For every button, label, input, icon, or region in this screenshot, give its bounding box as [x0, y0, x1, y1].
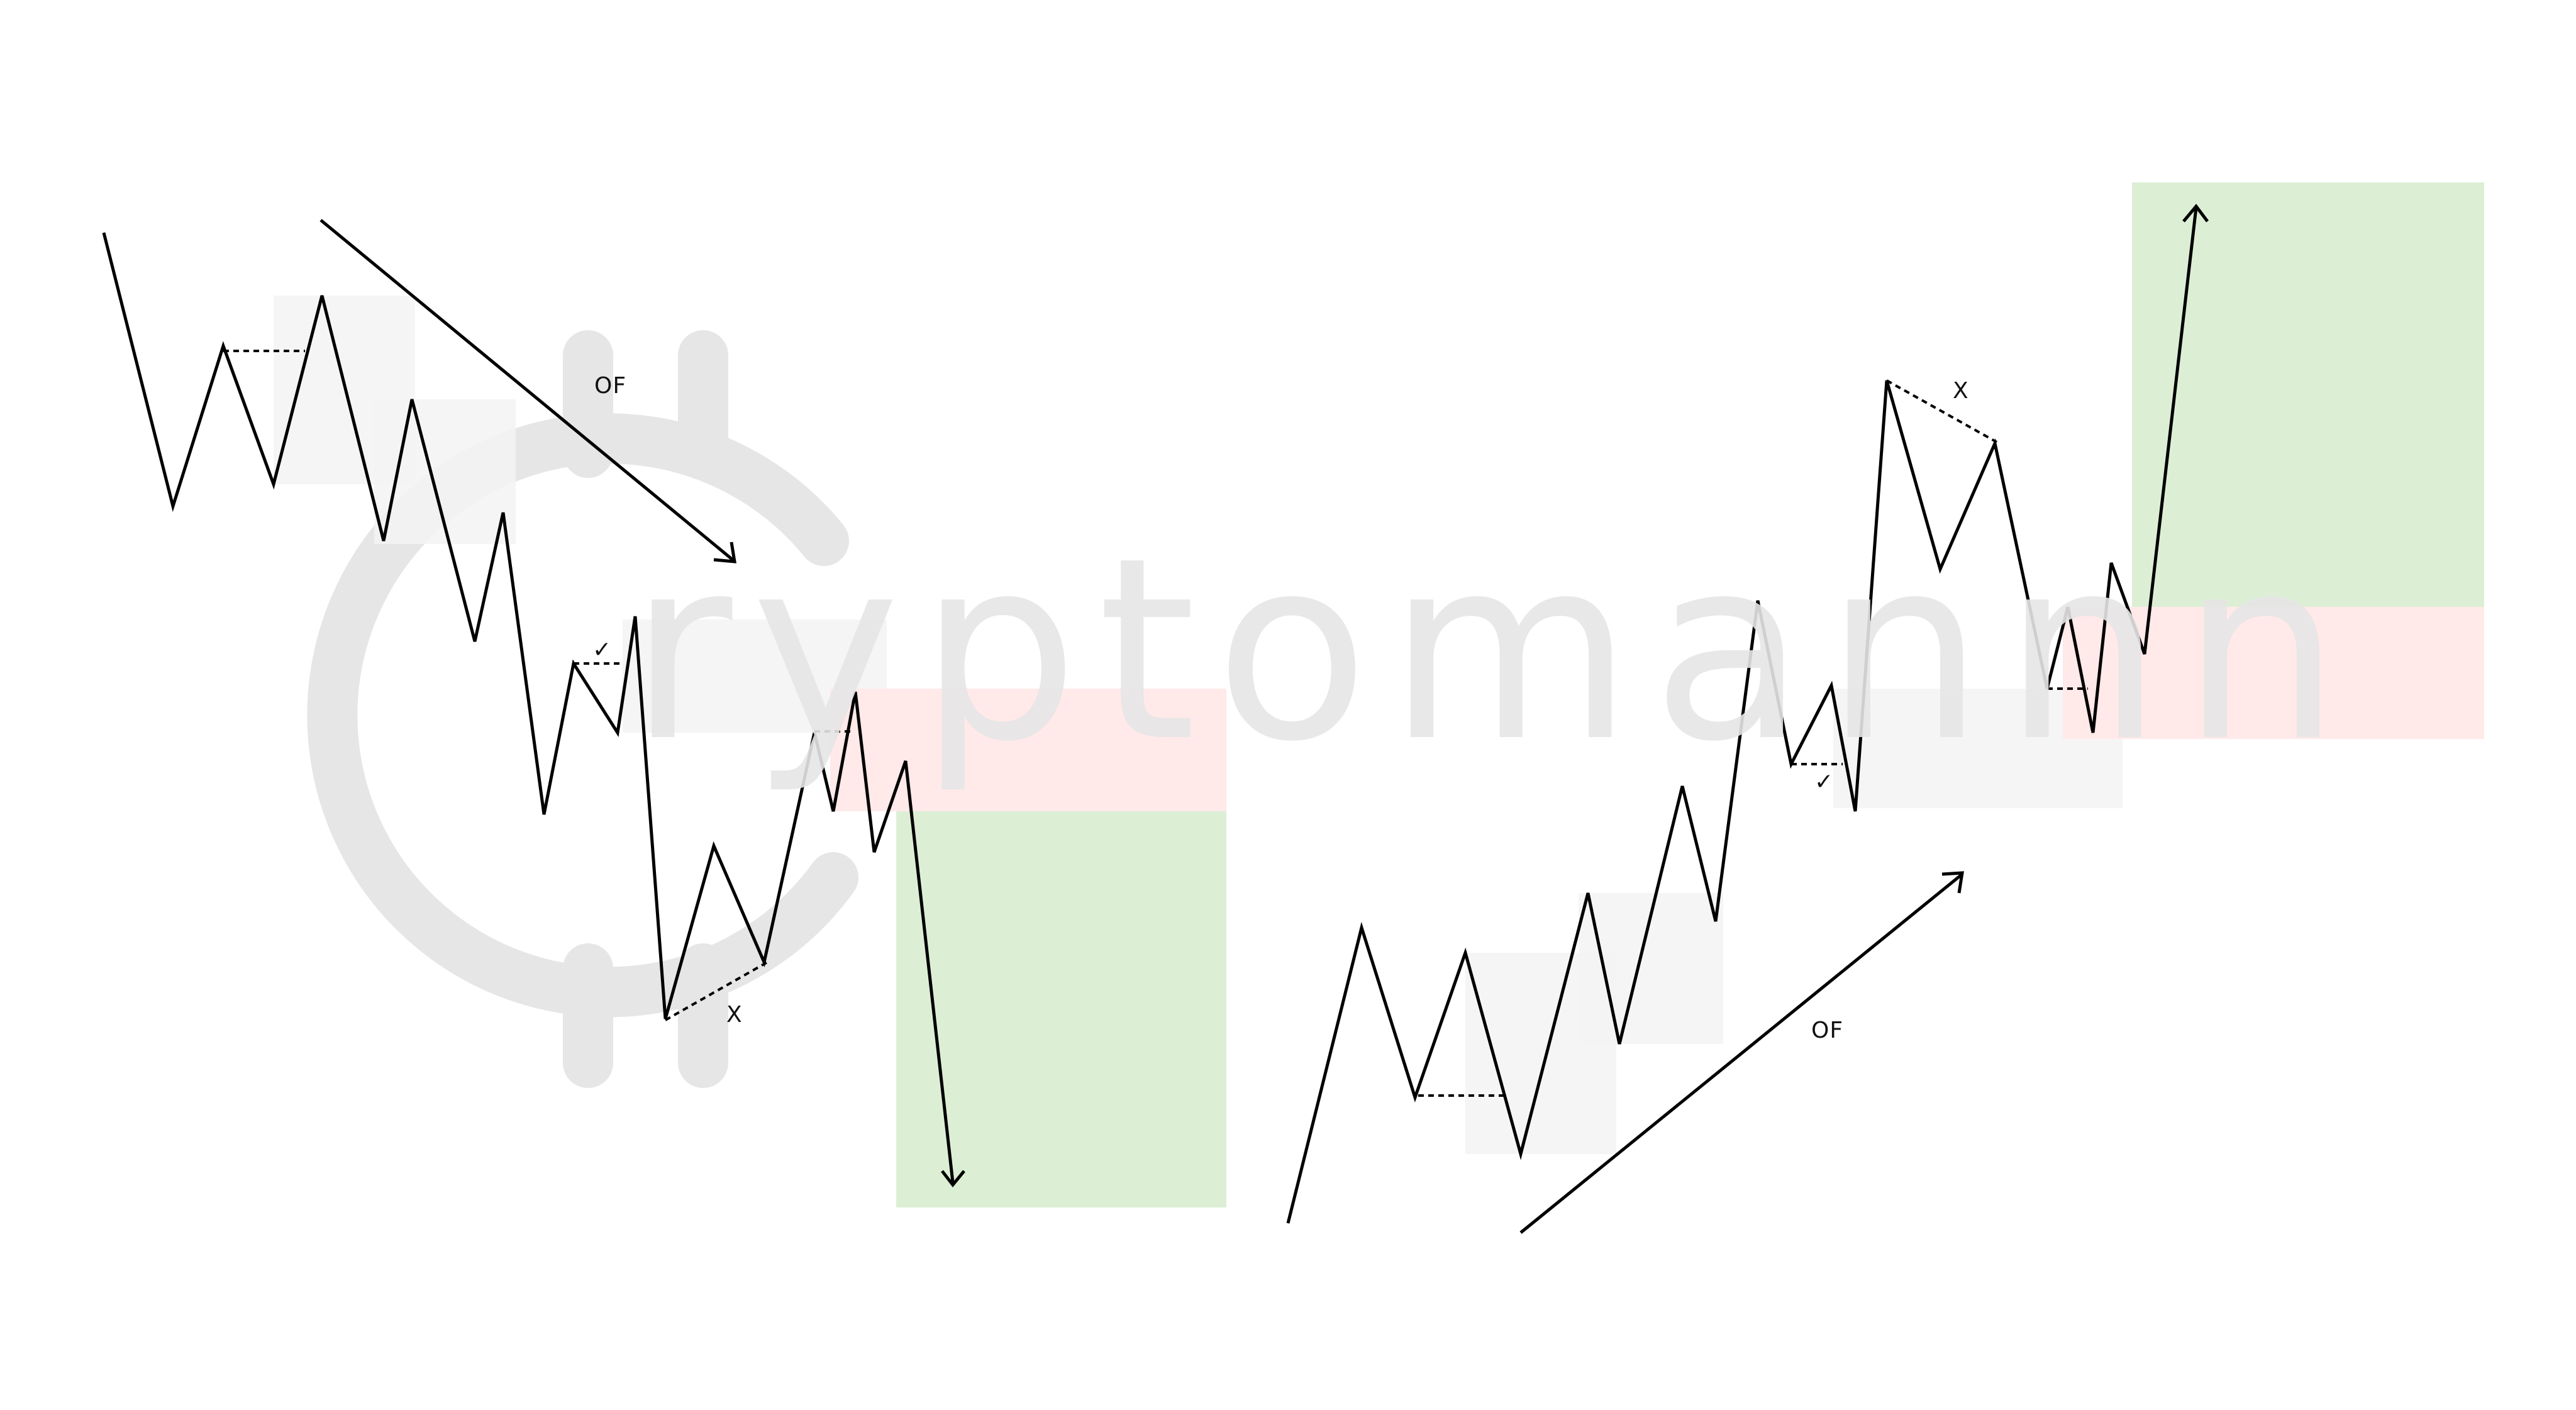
order-flow-arrowhead-short	[713, 541, 736, 563]
setup-short	[102, 219, 965, 1188]
watermark-letter: n	[1824, 504, 2003, 797]
failed-swing-line-long	[1886, 379, 1997, 443]
check-mark-label-short: ✓	[592, 637, 612, 663]
watermark-letter: t	[1097, 504, 1215, 797]
order-flow-label-short: OF	[594, 373, 626, 399]
price-path-long	[1286, 207, 2198, 1224]
price-path-short	[102, 232, 955, 1183]
watermark-letter: r	[629, 504, 752, 797]
check-mark-label-long: ✓	[1814, 769, 1834, 795]
watermark-letter: y	[751, 504, 919, 797]
fail-mark-label-short: X	[726, 1002, 743, 1028]
labels: OF ✓ X OF ✓ X	[592, 373, 1969, 1043]
watermark-c-arc	[307, 413, 858, 1018]
risk-reward-zones	[830, 182, 2484, 1207]
order-flow-arrow-long	[1519, 873, 1963, 1234]
order-flow-arrowhead-long	[1941, 871, 1964, 894]
watermark-letter: n	[2002, 504, 2182, 797]
target-arrowhead-long	[2182, 203, 2209, 223]
watermark-letter: a	[1652, 504, 1825, 797]
watermark-logo	[307, 330, 858, 1088]
watermark-letter: m	[1387, 504, 1652, 797]
watermark-letter: n	[2181, 504, 2360, 797]
target-arrowhead-short	[941, 1170, 965, 1188]
take-profit-zone-short	[896, 811, 1226, 1207]
order-flow-arrow-short	[319, 219, 734, 561]
stop-loss-zone-long	[2063, 607, 2484, 739]
watermark-wordmark: ryptomannn	[629, 504, 2360, 797]
setup-long	[1286, 203, 2209, 1234]
watermark-letter: o	[1214, 504, 1388, 797]
watermark-letter: p	[919, 504, 1098, 797]
order-flow-label-long: OF	[1811, 1018, 1843, 1043]
fail-mark-label-long: X	[1953, 378, 1969, 404]
